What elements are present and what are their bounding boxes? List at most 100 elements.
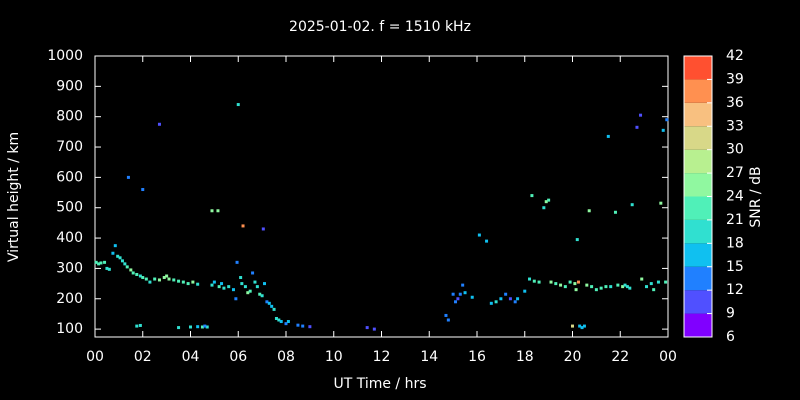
- data-point: [456, 297, 460, 301]
- data-point: [210, 209, 214, 213]
- data-point: [99, 261, 103, 265]
- colorbar-tick-label: 9: [726, 306, 735, 322]
- data-point: [537, 280, 541, 284]
- data-point: [585, 283, 589, 287]
- data-point: [580, 326, 584, 330]
- data-point: [251, 271, 255, 275]
- colorbar-tick-label: 15: [726, 259, 744, 275]
- x-tick-label: 10: [325, 349, 343, 365]
- data-point: [573, 282, 577, 286]
- data-point: [126, 175, 130, 179]
- data-point: [623, 283, 627, 287]
- data-point: [664, 280, 668, 284]
- data-point: [508, 297, 512, 301]
- data-point: [609, 285, 613, 289]
- y-tick-label: 300: [56, 260, 83, 276]
- data-point: [217, 285, 221, 289]
- y-tick-label: 100: [56, 321, 83, 337]
- data-point: [639, 113, 643, 117]
- data-point: [123, 262, 127, 266]
- colorbar-band: [684, 196, 712, 220]
- data-point: [131, 271, 135, 275]
- data-point: [513, 300, 517, 304]
- data-point: [528, 277, 532, 281]
- data-point: [616, 283, 620, 287]
- data-point: [97, 262, 101, 266]
- colorbar-tick-label: 12: [726, 282, 744, 298]
- data-point: [523, 289, 527, 293]
- data-point: [118, 256, 122, 260]
- x-tick-label: 02: [134, 349, 152, 365]
- data-point: [635, 125, 639, 129]
- data-point: [587, 209, 591, 213]
- data-point: [645, 285, 649, 289]
- data-point: [621, 285, 625, 289]
- data-point: [203, 324, 207, 328]
- data-point: [116, 254, 120, 258]
- data-point: [165, 274, 169, 278]
- x-tick-label: 06: [229, 349, 247, 365]
- data-point: [200, 325, 204, 329]
- colorbar-tick-label: 42: [726, 48, 744, 64]
- data-point: [578, 324, 582, 328]
- data-point: [212, 280, 216, 284]
- data-point: [263, 282, 267, 286]
- colorbar-band: [684, 102, 712, 127]
- x-tick-label: 14: [420, 349, 438, 365]
- colorbar-frame: [683, 55, 713, 338]
- colorbar-band: [684, 56, 712, 80]
- data-point: [267, 301, 271, 305]
- data-point: [630, 203, 634, 207]
- data-point: [308, 325, 312, 329]
- data-point: [236, 103, 240, 107]
- data-point: [240, 282, 244, 286]
- x-tick-label: 22: [611, 349, 629, 365]
- colorbar-band: [684, 173, 712, 197]
- data-point: [665, 118, 669, 122]
- data-point: [167, 277, 171, 281]
- data-point: [153, 277, 157, 281]
- data-point: [494, 300, 498, 304]
- data-point: [477, 233, 481, 237]
- data-point: [162, 276, 166, 280]
- y-tick-label: 600: [56, 169, 83, 185]
- data-point: [157, 278, 161, 282]
- colorbar-tick-label: 39: [726, 71, 744, 87]
- colorbar-band: [684, 243, 712, 267]
- data-point: [260, 294, 264, 298]
- data-point: [261, 227, 265, 231]
- data-point: [272, 307, 276, 311]
- data-point: [582, 324, 586, 328]
- x-tick-label: 04: [182, 349, 200, 365]
- data-point: [177, 326, 181, 330]
- y-tick-label: 500: [56, 200, 83, 216]
- data-point: [485, 239, 489, 243]
- data-point: [301, 324, 305, 328]
- data-point: [227, 285, 231, 289]
- data-point: [649, 282, 653, 286]
- data-point: [568, 280, 572, 284]
- data-point: [157, 122, 161, 126]
- data-point: [458, 292, 462, 296]
- x-tick-label: 18: [516, 349, 534, 365]
- data-point: [253, 280, 257, 284]
- data-point: [628, 286, 632, 290]
- data-point: [499, 297, 503, 301]
- data-point: [103, 260, 107, 264]
- data-point: [265, 300, 269, 304]
- data-point: [576, 280, 580, 284]
- chart-title: 2025-01-02. f = 1510 kHz: [289, 19, 471, 35]
- data-point: [222, 286, 226, 290]
- data-point: [652, 288, 656, 292]
- colorbar-tick-label: 21: [726, 212, 744, 228]
- data-point: [451, 292, 455, 296]
- data-point: [454, 300, 458, 304]
- x-axis-label: UT Time / hrs: [333, 376, 426, 392]
- data-point: [599, 286, 603, 290]
- data-point: [270, 304, 274, 308]
- data-point: [216, 209, 220, 213]
- data-point: [574, 288, 578, 292]
- x-tick-label: 08: [277, 349, 295, 365]
- data-point: [659, 201, 663, 205]
- data-point: [235, 260, 239, 264]
